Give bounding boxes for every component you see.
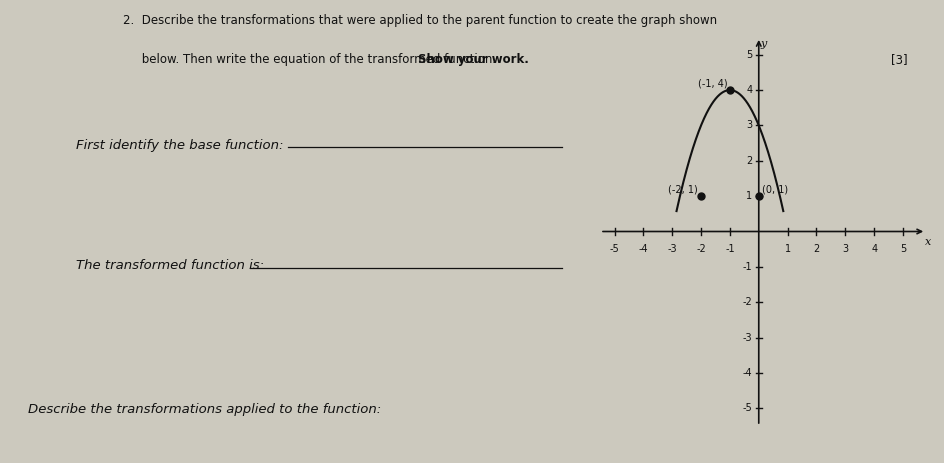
Text: [3]: [3] — [889, 53, 906, 66]
Text: First identify the base function:: First identify the base function: — [76, 139, 283, 152]
Text: -3: -3 — [742, 332, 751, 343]
Text: (-2, 1): (-2, 1) — [667, 184, 697, 194]
Text: -2: -2 — [696, 244, 705, 254]
Text: 4: 4 — [870, 244, 876, 254]
Text: 3: 3 — [746, 120, 751, 131]
Text: 2: 2 — [813, 244, 818, 254]
Text: -5: -5 — [742, 403, 751, 413]
Text: x: x — [923, 237, 930, 247]
Text: 1: 1 — [784, 244, 790, 254]
Text: -3: -3 — [666, 244, 676, 254]
Text: -2: -2 — [742, 297, 751, 307]
Text: 5: 5 — [746, 50, 751, 60]
Text: y: y — [760, 39, 767, 49]
Text: 5: 5 — [899, 244, 905, 254]
Text: The transformed function is:: The transformed function is: — [76, 259, 263, 272]
Text: 2.  Describe the transformations that were applied to the parent function to cre: 2. Describe the transformations that wer… — [123, 14, 716, 27]
Text: 4: 4 — [746, 85, 751, 95]
Text: Show your work.: Show your work. — [417, 53, 528, 66]
Text: -1: -1 — [724, 244, 733, 254]
Text: 3: 3 — [841, 244, 848, 254]
Text: 2: 2 — [746, 156, 751, 166]
Text: -4: -4 — [742, 368, 751, 378]
Text: Describe the transformations applied to the function:: Describe the transformations applied to … — [28, 403, 381, 416]
Text: (-1, 4): (-1, 4) — [698, 78, 727, 88]
Text: below. Then write the equation of the transformed function.: below. Then write the equation of the tr… — [123, 53, 499, 66]
Text: -5: -5 — [609, 244, 618, 254]
Text: -4: -4 — [638, 244, 648, 254]
Text: 1: 1 — [746, 191, 751, 201]
Text: -1: -1 — [742, 262, 751, 272]
Text: (0, 1): (0, 1) — [762, 184, 787, 194]
